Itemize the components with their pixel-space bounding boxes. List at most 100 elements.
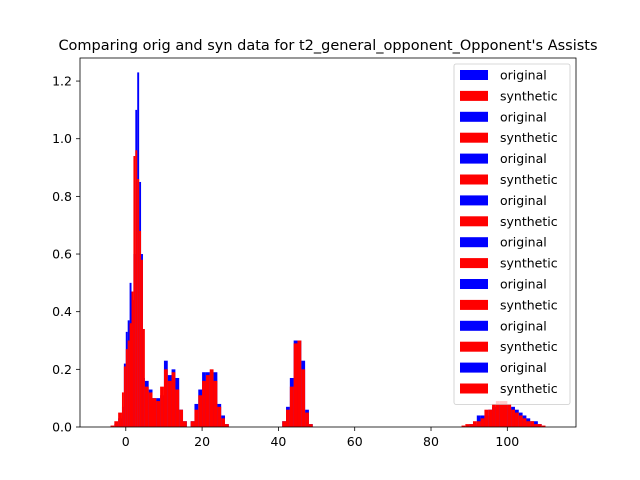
synthetic-bar	[160, 386, 164, 427]
synthetic-bar	[121, 392, 124, 427]
synthetic-bar	[194, 409, 199, 427]
synthetic-bar	[499, 401, 504, 427]
chart-title: Comparing orig and syn data for t2_gener…	[58, 38, 597, 54]
y-tick-label: 0.6	[52, 247, 72, 262]
synthetic-bar	[495, 401, 500, 427]
synthetic-bar	[213, 380, 218, 428]
synthetic-bar	[190, 421, 195, 427]
synthetic-bar	[163, 369, 168, 427]
original-legend-swatch	[460, 153, 488, 164]
synthetic-bar	[511, 409, 515, 427]
x-tick-label: 60	[347, 434, 363, 449]
synthetic-bar	[123, 366, 126, 427]
synthetic-bar	[472, 421, 477, 427]
synthetic-bar	[305, 412, 309, 427]
synthetic-legend-label: synthetic	[500, 297, 558, 312]
synthetic-legend-swatch	[460, 258, 488, 269]
synthetic-bar	[518, 415, 523, 427]
bars-layer	[110, 72, 546, 428]
original-legend-swatch	[460, 362, 488, 373]
x-tick-label: 40	[270, 434, 286, 449]
synthetic-bar	[205, 375, 210, 427]
synthetic-bar	[488, 409, 493, 427]
synthetic-bar	[141, 259, 143, 427]
y-tick-label: 0.0	[52, 420, 72, 435]
synthetic-bar	[514, 412, 519, 427]
synthetic-legend-label: synthetic	[500, 256, 558, 271]
synthetic-bar	[142, 328, 145, 427]
original-legend-label: original	[500, 277, 547, 292]
x-tick-label: 80	[423, 434, 439, 449]
synthetic-bar	[297, 340, 302, 427]
synthetic-legend-swatch	[460, 299, 488, 310]
synthetic-bar	[198, 395, 203, 427]
synthetic-bar	[537, 424, 542, 427]
synthetic-bar	[137, 179, 140, 427]
original-legend-label: original	[500, 193, 547, 208]
synthetic-bar	[221, 418, 225, 427]
synthetic-bar	[118, 412, 122, 427]
original-bar	[534, 421, 538, 427]
y-tick-label: 0.8	[52, 189, 72, 204]
synthetic-bar	[301, 369, 306, 427]
synthetic-bar	[507, 403, 512, 427]
original-legend-label: original	[500, 109, 547, 124]
synthetic-bar	[179, 409, 184, 427]
original-legend-label: original	[500, 68, 547, 83]
y-tick-label: 0.4	[52, 304, 72, 319]
original-legend-swatch	[460, 195, 488, 206]
synthetic-bar	[167, 380, 172, 428]
original-legend-label: original	[500, 318, 547, 333]
synthetic-bar	[127, 340, 130, 427]
synthetic-legend-label: synthetic	[500, 88, 558, 103]
synthetic-bar	[530, 421, 535, 427]
synthetic-bar	[480, 418, 485, 427]
original-legend-swatch	[460, 237, 488, 248]
synthetic-bar	[308, 424, 313, 427]
x-tick-label: 20	[194, 434, 210, 449]
synthetic-legend-label: synthetic	[500, 214, 558, 229]
synthetic-bar	[175, 389, 180, 427]
synthetic-bar	[217, 406, 222, 427]
synthetic-bar	[133, 156, 136, 427]
synthetic-bar	[282, 421, 287, 427]
synthetic-bar	[202, 380, 206, 428]
synthetic-bar	[492, 403, 496, 427]
original-legend-swatch	[460, 70, 488, 80]
synthetic-legend-swatch	[460, 90, 488, 101]
synthetic-bar	[526, 421, 531, 427]
synthetic-bar	[139, 230, 142, 427]
synthetic-bar	[503, 401, 508, 427]
original-legend-label: original	[500, 151, 547, 166]
plot-frame	[79, 57, 577, 428]
original-legend-label: original	[500, 360, 547, 375]
synthetic-bar	[293, 343, 298, 427]
synthetic-legend-label: synthetic	[500, 130, 558, 145]
synthetic-bar	[541, 425, 546, 427]
synthetic-bar	[183, 421, 187, 427]
synthetic-bar	[534, 424, 538, 427]
synthetic-bar	[148, 392, 153, 427]
synthetic-legend-label: synthetic	[500, 339, 558, 354]
axes-layer: 0 20 40 60 80 100 0.0 0.2 0.4 0.6 0.8 1.0 1.2	[52, 57, 577, 449]
x-tick-label: 100	[495, 434, 519, 449]
synthetic-legend-label: synthetic	[500, 381, 558, 396]
synthetic-bar	[125, 349, 128, 427]
synthetic-bar	[286, 409, 290, 427]
synthetic-bar	[144, 386, 149, 427]
original-legend-swatch	[460, 111, 488, 122]
synthetic-legend-swatch	[460, 174, 488, 185]
synthetic-legend-label: synthetic	[500, 172, 558, 187]
synthetic-bar	[465, 424, 470, 427]
synthetic-bar	[209, 369, 214, 427]
synthetic-bar	[135, 150, 138, 427]
y-tick-label: 1.0	[52, 131, 72, 146]
synthetic-bar	[129, 323, 132, 427]
synthetic-bar	[484, 409, 489, 427]
x-tick-label: 0	[122, 434, 130, 449]
original-legend-swatch	[460, 320, 488, 331]
original-legend-label: original	[500, 235, 547, 250]
synthetic-bar	[469, 424, 473, 427]
synthetic-bar	[171, 372, 176, 427]
